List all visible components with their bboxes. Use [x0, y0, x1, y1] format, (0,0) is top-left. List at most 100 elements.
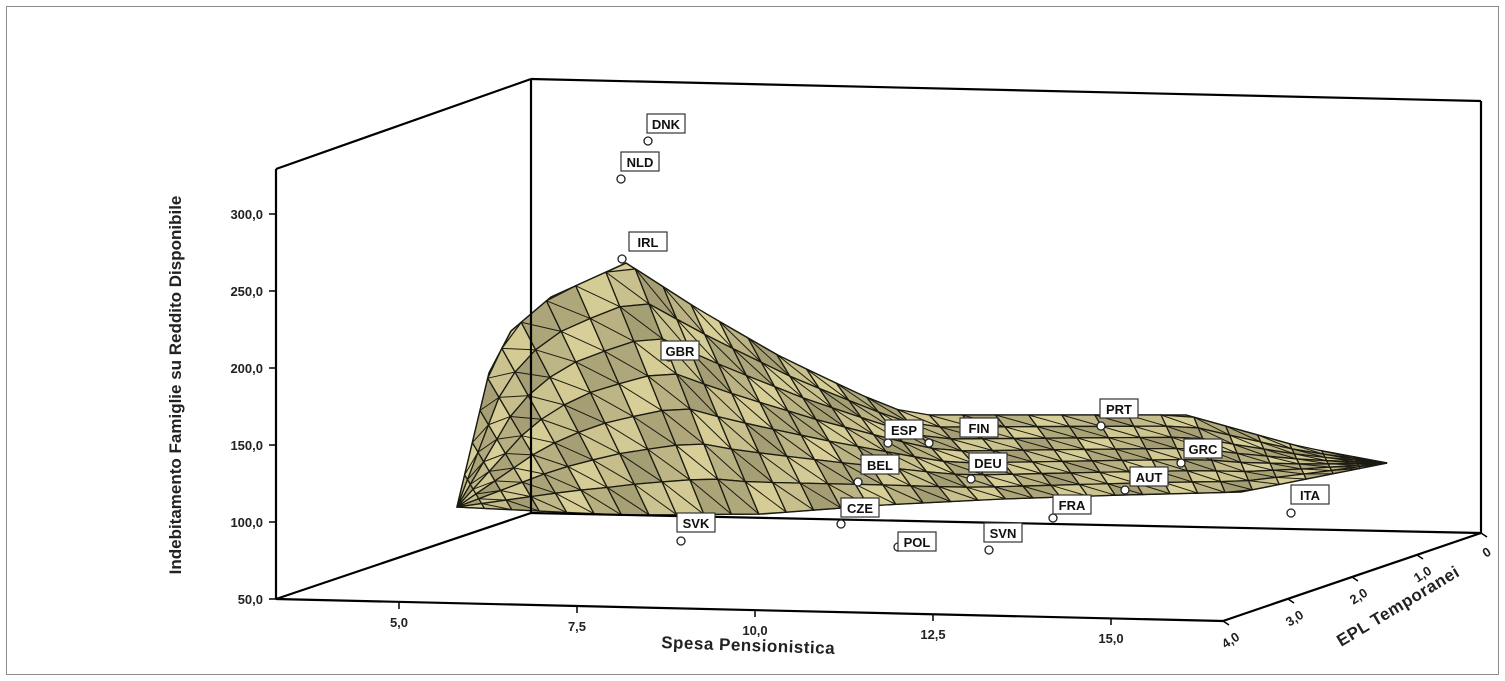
point-label-box	[1290, 484, 1330, 505]
surface-diagonal	[589, 318, 635, 342]
surface-diagonal	[719, 321, 762, 363]
surface-diagonal	[703, 443, 746, 482]
surface-diagonal	[745, 422, 788, 457]
surface-diagonal	[747, 337, 791, 377]
surface-diagonal	[488, 416, 511, 426]
surface-diagonal	[675, 444, 718, 480]
surface-diagonal	[1032, 461, 1072, 474]
surface-diagonal	[1233, 443, 1268, 457]
chart-frame: 50,0 100,0 150,0 200,0 250,0 300,0 5,0 7…	[6, 6, 1499, 675]
surface-diagonal	[506, 499, 540, 512]
point-marker	[616, 174, 626, 184]
surface-diagonal	[994, 486, 1034, 499]
surface-diagonal	[634, 483, 677, 516]
surface-diagonal	[690, 304, 734, 349]
surface-diagonal	[831, 407, 874, 436]
surface-diagonal	[521, 321, 562, 332]
point-label: GBR	[666, 344, 696, 359]
surface-diagonal	[1240, 461, 1274, 471]
point-marker	[853, 477, 863, 487]
y-axis-title: Indebitamento Famiglie su Reddito Dispon…	[166, 196, 185, 575]
surface-diagonal	[1291, 448, 1326, 458]
surface-diagonal	[882, 484, 924, 504]
surface-diagonal	[1294, 453, 1327, 462]
y-tick-label: 300,0	[230, 207, 263, 222]
point-label-box	[628, 231, 668, 252]
surface-diagonal	[1193, 416, 1230, 436]
point-marker	[1120, 485, 1130, 495]
y-tick-label: 50,0	[238, 592, 263, 607]
surface-diagonal	[1139, 437, 1177, 449]
surface-diagonal	[1273, 469, 1304, 475]
surface-diagonal	[814, 459, 856, 485]
surface-diagonal	[634, 268, 678, 320]
surface-diagonal	[590, 392, 634, 417]
point-label-box	[1052, 494, 1092, 515]
surface-diagonal	[910, 485, 951, 502]
y-axis	[269, 213, 276, 600]
surface-diagonal	[1023, 449, 1063, 462]
point-svn: SVN	[983, 522, 1023, 555]
surface-diagonal	[744, 481, 787, 513]
surface-diagonal	[472, 480, 496, 490]
point-fin: FIN	[924, 417, 999, 448]
point-label: FIN	[969, 421, 990, 436]
surface-diagonal	[806, 368, 850, 401]
x-tick-label: 10,0	[742, 623, 767, 638]
surface-diagonal	[1301, 468, 1332, 471]
surface-diagonal	[772, 428, 815, 460]
point-label-box	[1183, 438, 1223, 459]
z-tick-label: 0	[1479, 544, 1493, 561]
surface-diagonal	[541, 418, 579, 433]
surface-diagonal	[472, 424, 489, 443]
surface-diagonal	[1101, 425, 1141, 438]
surface-diagonal	[902, 441, 944, 462]
surface-diagonal	[478, 498, 507, 501]
surface-diagonal	[464, 451, 479, 476]
surface-diagonal	[604, 350, 649, 377]
surface-diagonal	[564, 404, 606, 424]
surface-diagonal	[950, 438, 993, 452]
surface-diagonal	[866, 396, 910, 423]
surface-diagonal	[995, 414, 1038, 428]
surface-diagonal	[567, 466, 608, 488]
surface-diagonal	[483, 453, 506, 463]
point-label-box	[1129, 466, 1169, 487]
surface-diagonal	[604, 422, 648, 450]
surface-diagonal	[554, 442, 594, 461]
point-label: PRT	[1106, 402, 1132, 417]
surface-diagonal	[1076, 437, 1116, 450]
point-label-box	[676, 512, 716, 533]
point-label: BEL	[867, 458, 893, 473]
point-pol: POL	[893, 531, 937, 552]
z-tick-label: 3,0	[1283, 607, 1306, 629]
point-marker	[883, 438, 893, 448]
point-marker	[924, 438, 934, 448]
surface-diagonal	[1359, 462, 1388, 468]
surface-diagonal	[1211, 459, 1245, 473]
point-label: CZE	[847, 501, 873, 516]
surface-diagonal	[489, 467, 514, 472]
surface-diagonal	[1151, 459, 1188, 472]
surface-diagonal	[943, 460, 984, 476]
surface-diagonal	[800, 434, 843, 464]
surface-diagonal	[761, 362, 804, 399]
point-marker	[984, 545, 994, 555]
point-label-box	[983, 522, 1023, 543]
surface-diagonal	[898, 468, 939, 488]
surface-diagonal	[1299, 463, 1330, 468]
point-gbr: GBR	[660, 340, 700, 362]
surface-diagonal	[1192, 481, 1226, 493]
surface-diagonal	[1181, 459, 1217, 472]
point-marker	[643, 136, 653, 146]
point-label: DNK	[652, 117, 681, 132]
surface-diagonal	[1002, 461, 1043, 475]
point-label: AUT	[1136, 470, 1163, 485]
surface-diagonal	[938, 486, 979, 501]
surface-diagonal	[1092, 460, 1130, 473]
surface-diagonal	[1225, 425, 1261, 443]
point-cze: CZE	[836, 497, 880, 529]
surface-diagonal	[819, 388, 862, 418]
point-label: DEU	[974, 456, 1001, 471]
point-marker	[1048, 513, 1058, 523]
